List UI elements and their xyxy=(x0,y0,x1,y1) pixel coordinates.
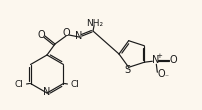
Text: ⁻: ⁻ xyxy=(164,73,168,82)
Text: NH₂: NH₂ xyxy=(86,18,104,28)
Text: S: S xyxy=(125,65,131,75)
Text: N: N xyxy=(152,55,159,65)
Text: N: N xyxy=(75,31,83,41)
Text: Cl: Cl xyxy=(70,80,79,89)
Text: O: O xyxy=(37,30,45,40)
Text: O: O xyxy=(158,69,165,79)
Text: O: O xyxy=(62,28,70,38)
Text: +: + xyxy=(156,53,162,59)
Text: N: N xyxy=(43,87,51,97)
Text: Cl: Cl xyxy=(15,80,24,89)
Text: O: O xyxy=(169,55,177,65)
